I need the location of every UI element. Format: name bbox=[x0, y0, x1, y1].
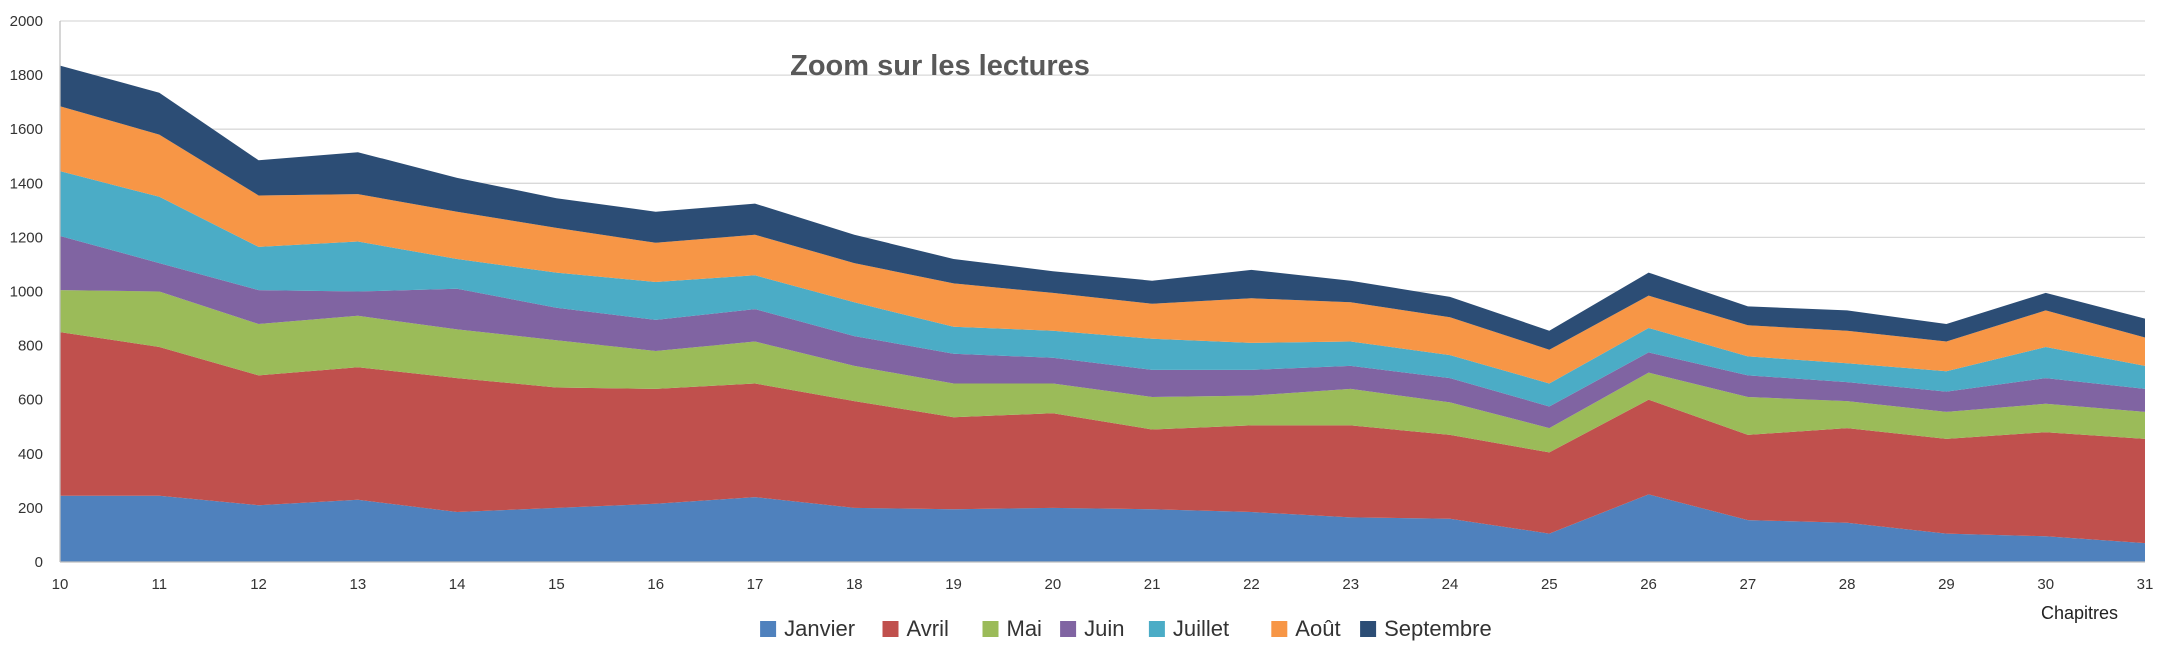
area-janvier bbox=[60, 494, 2145, 562]
x-tick-label: 26 bbox=[1640, 576, 1657, 593]
legend-swatch-juin bbox=[1060, 621, 1077, 637]
area-avril bbox=[60, 332, 2145, 544]
x-tick-label: 16 bbox=[647, 576, 664, 593]
y-tick-label: 1600 bbox=[10, 121, 43, 138]
legend-label-septembre: Septembre bbox=[1384, 616, 1492, 641]
x-tick-label: 14 bbox=[449, 576, 466, 593]
area-series bbox=[60, 65, 2145, 562]
y-tick-label: 200 bbox=[18, 500, 43, 517]
y-tick-label: 600 bbox=[18, 392, 43, 409]
area-aout bbox=[60, 106, 2145, 384]
area-juin bbox=[60, 236, 2145, 429]
x-tick-label: 20 bbox=[1045, 576, 1062, 593]
x-tick-label: 18 bbox=[846, 576, 863, 593]
legend-label-janvier: Janvier bbox=[784, 616, 855, 641]
x-tick-label: 23 bbox=[1342, 576, 1359, 593]
x-tick-label: 21 bbox=[1144, 576, 1161, 593]
y-tick-label: 1000 bbox=[10, 284, 43, 301]
legend-label-aout: Août bbox=[1295, 616, 1340, 641]
axes bbox=[59, 21, 2145, 563]
y-tick-label: 1400 bbox=[10, 175, 43, 192]
legend-swatch-septembre bbox=[1360, 621, 1377, 637]
legend-swatch-juillet bbox=[1148, 621, 1165, 637]
x-tick-label: 22 bbox=[1243, 576, 1260, 593]
x-axis-label: Chapitres bbox=[2041, 603, 2118, 623]
y-tick-labels: 0 200 400 600 800 1000 1200 1400 1600 1800 2000 bbox=[10, 13, 43, 571]
y-tick-label: 800 bbox=[18, 338, 43, 355]
y-tick-label: 400 bbox=[18, 446, 43, 463]
x-tick-label: 30 bbox=[2037, 576, 2054, 593]
legend-label-avril: Avril bbox=[907, 616, 949, 641]
legend-swatch-janvier bbox=[760, 621, 777, 637]
y-tick-label: 2000 bbox=[10, 13, 43, 30]
legend-swatch-mai bbox=[982, 621, 999, 637]
legend: Janvier Avril Mai Juin Juillet Août Septembre bbox=[760, 616, 1492, 641]
x-tick-label: 12 bbox=[250, 576, 267, 593]
x-tick-label: 15 bbox=[548, 576, 565, 593]
legend-swatch-avril bbox=[882, 621, 899, 637]
legend-label-juin: Juin bbox=[1084, 616, 1124, 641]
x-tick-label: 13 bbox=[350, 576, 367, 593]
x-tick-label: 27 bbox=[1740, 576, 1757, 593]
x-tick-label: 24 bbox=[1442, 576, 1459, 593]
x-tick-label: 19 bbox=[945, 576, 962, 593]
area-juillet bbox=[60, 171, 2145, 407]
area-mai bbox=[60, 290, 2145, 453]
chart-title: Zoom sur les lectures bbox=[790, 50, 1090, 82]
legend-swatch-aout bbox=[1271, 621, 1288, 637]
area-septembre bbox=[60, 65, 2145, 350]
y-tick-label: 1200 bbox=[10, 229, 43, 246]
x-tick-label: 10 bbox=[52, 576, 69, 593]
x-tick-label: 25 bbox=[1541, 576, 1558, 593]
x-tick-label: 11 bbox=[151, 576, 167, 593]
x-tick-label: 28 bbox=[1839, 576, 1856, 593]
y-tick-label: 0 bbox=[35, 554, 43, 571]
legend-label-juillet: Juillet bbox=[1173, 616, 1229, 641]
x-tick-label: 31 bbox=[2137, 576, 2154, 593]
legend-label-mai: Mai bbox=[1007, 616, 1042, 641]
x-tick-label: 17 bbox=[747, 576, 764, 593]
x-tick-label: 29 bbox=[1938, 576, 1955, 593]
x-tick-labels: 10 11 12 13 14 15 16 17 18 19 20 21 22 23 24 25 26 27 28 29… bbox=[52, 576, 2154, 593]
y-tick-label: 1800 bbox=[10, 67, 43, 84]
